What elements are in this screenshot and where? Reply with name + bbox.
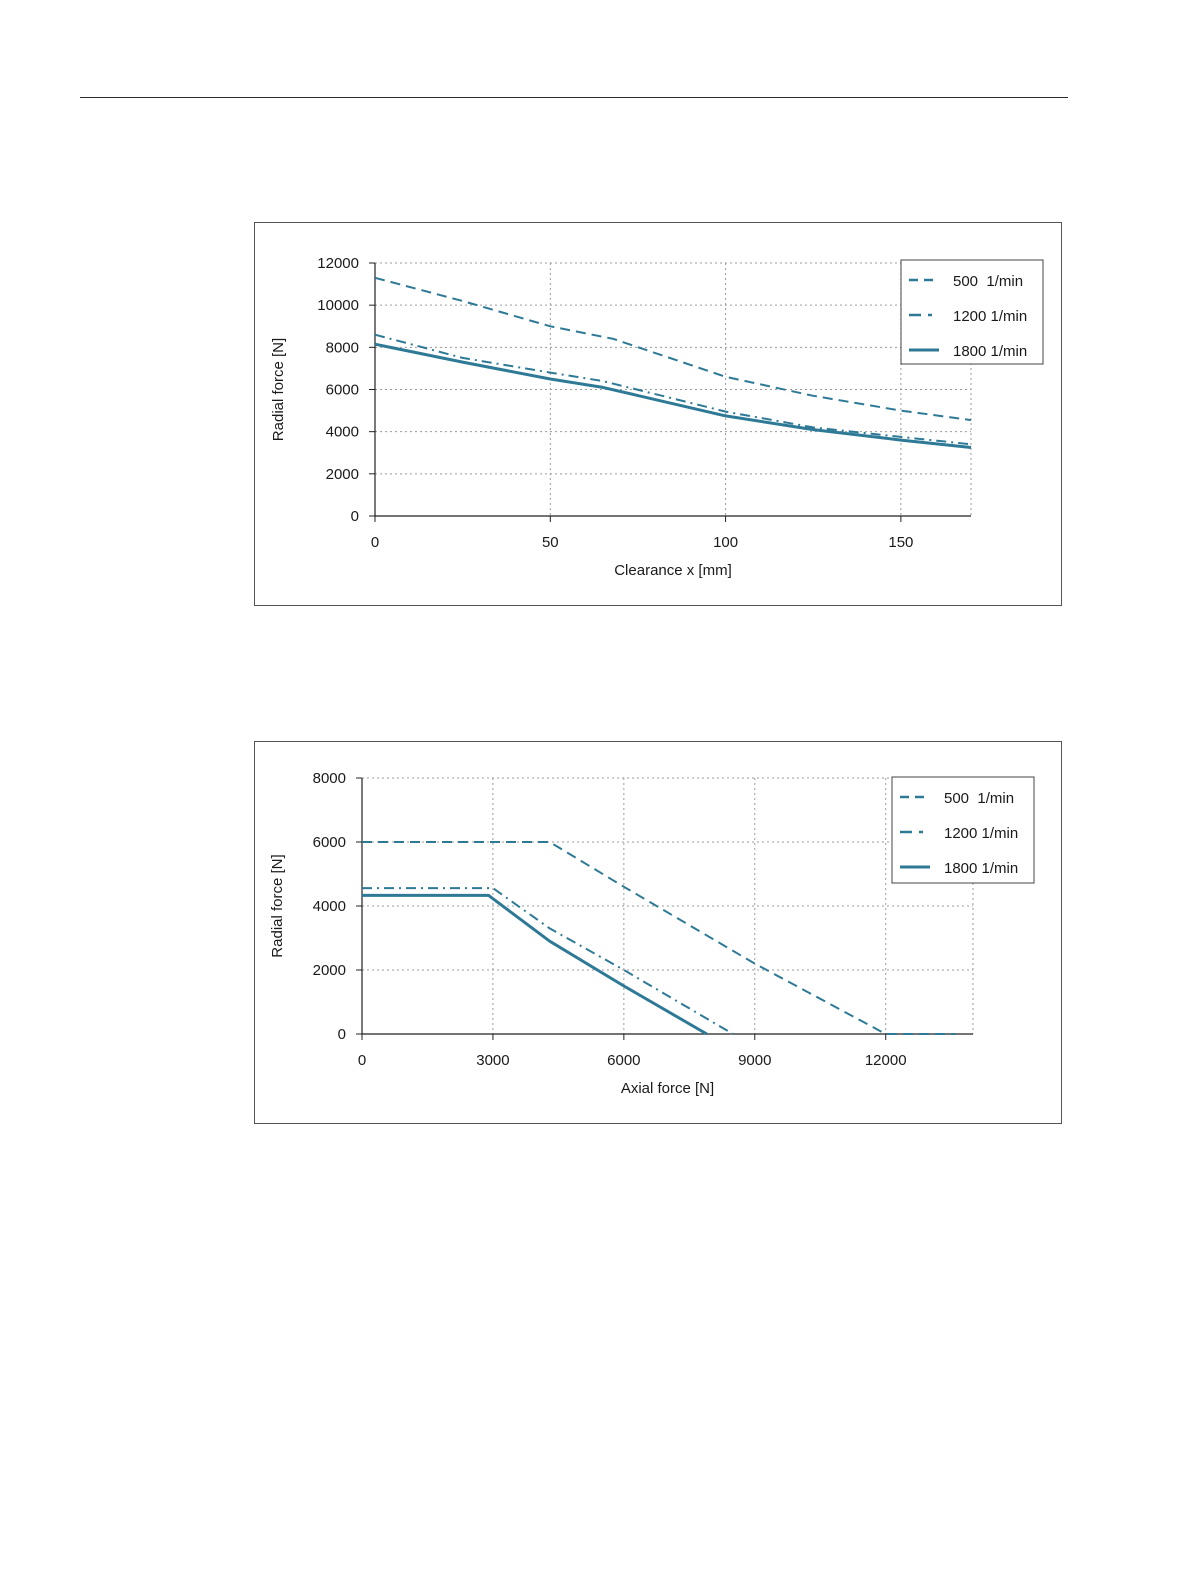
y-tick-label: 12000 (317, 255, 359, 272)
y-tick-label: 6000 (313, 834, 346, 851)
legend-label-0: 500 1/min (944, 790, 1014, 807)
y-tick-label: 0 (338, 1026, 346, 1043)
series-line-0 (374, 276, 972, 422)
y-axis-label: Radial force [N] (269, 854, 286, 957)
series-line-1 (362, 887, 734, 1035)
radial-force-vs-clearance-chart: 0 50 100 150 0 2000 4000 6000 8000 10000 12000 Clea… (270, 255, 1044, 579)
y-tick-label: 10000 (317, 297, 359, 314)
y-tick-label: 4000 (326, 424, 359, 441)
x-tick-label: 6000 (607, 1052, 640, 1069)
x-tick-label: 3000 (476, 1052, 509, 1069)
legend-label-2: 1800 1/min (953, 343, 1027, 360)
x-tick-label: 0 (371, 534, 379, 551)
y-tick-label: 8000 (313, 770, 346, 787)
legend-label-2: 1800 1/min (944, 860, 1018, 877)
legend-label-0: 500 1/min (953, 273, 1023, 290)
legend-box (900, 259, 1044, 365)
y-tick-label: 2000 (313, 962, 346, 979)
y-axis-label: Radial force [N] (270, 338, 287, 441)
y-tick-label: 0 (351, 508, 359, 525)
x-axis-label: Axial force [N] (621, 1080, 714, 1097)
legend-box (891, 776, 1035, 884)
radial-force-vs-axial-force-chart: 0 3000 6000 9000 12000 0 2000 4000 6000 8000 Axial… (269, 770, 1035, 1097)
legend-label-1: 1200 1/min (944, 825, 1018, 842)
x-tick-label: 50 (542, 534, 559, 551)
chart-frame-clearance: 0 50 100 150 0 2000 4000 6000 8000 10000 12000 Clea… (254, 222, 1062, 606)
y-tick-label: 6000 (326, 382, 359, 399)
series-line-2 (362, 893, 708, 1036)
y-tick-label: 2000 (326, 466, 359, 483)
chart-frame-axial: 0 3000 6000 9000 12000 0 2000 4000 6000 8000 Axial… (254, 741, 1062, 1124)
series-line-2 (374, 342, 972, 449)
x-axis-label: Clearance x [mm] (614, 562, 732, 579)
x-tick-label: 9000 (738, 1052, 771, 1069)
x-tick-label: 0 (358, 1052, 366, 1069)
page-header-rule (80, 97, 1068, 98)
legend-label-1: 1200 1/min (953, 308, 1027, 325)
y-tick-label: 4000 (313, 898, 346, 915)
x-tick-label: 150 (888, 534, 913, 551)
series-line-1 (374, 333, 972, 446)
x-tick-label: 100 (713, 534, 738, 551)
x-tick-label: 12000 (865, 1052, 907, 1069)
y-tick-label: 8000 (326, 339, 359, 356)
